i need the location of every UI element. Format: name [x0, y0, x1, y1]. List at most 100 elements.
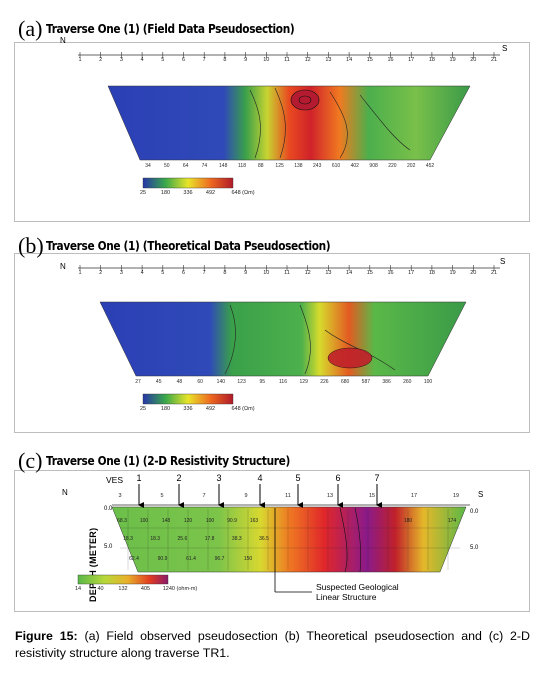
- cell-value: 100: [139, 518, 149, 524]
- cell-value: 18.3: [123, 536, 133, 542]
- bottom-value: 386: [382, 379, 391, 385]
- scale-label: 25: [139, 406, 147, 412]
- tick-label: 3: [119, 57, 123, 63]
- bottom-value: 118: [238, 163, 246, 169]
- bottom-value: 34: [145, 163, 151, 169]
- bottom-value: 680: [340, 379, 350, 385]
- panel-c-right-tick-5: 5.0: [470, 545, 479, 551]
- tick-label: 19: [449, 270, 456, 276]
- tick-label: 18: [428, 270, 435, 276]
- bottom-value: 260: [403, 379, 412, 385]
- bottom-value: 88: [258, 163, 264, 169]
- cell-value: 120: [183, 518, 193, 524]
- ves-number: 1: [136, 473, 142, 483]
- bottom-value: 125: [275, 163, 284, 169]
- tick-label: 3: [119, 270, 123, 276]
- panel-a-north: N: [60, 36, 66, 45]
- bottom-value: 95: [259, 379, 266, 385]
- tick-label: 13: [326, 493, 334, 499]
- tick-label: 19: [452, 493, 460, 499]
- scale-label: 132: [118, 586, 128, 592]
- cell-value: 18.3: [150, 536, 161, 542]
- tick-label: 12: [304, 270, 311, 276]
- tick-label: 9: [244, 493, 248, 499]
- panel-c-annotation: Suspected Geological Linear Structure: [316, 582, 399, 602]
- tick-label: 6: [181, 57, 186, 63]
- panel-a-letter: (a): [18, 16, 43, 41]
- scale-label: 336: [183, 190, 193, 196]
- ves-number: 2: [176, 473, 182, 483]
- tick-label: 12: [304, 57, 311, 63]
- panel-c-frame: [14, 470, 530, 612]
- panel-c-letter: (c): [18, 448, 43, 473]
- scale-label: 492: [205, 190, 216, 196]
- tick-label: 5: [161, 270, 165, 276]
- tick-label: 15: [366, 57, 373, 63]
- cell-value: 180: [403, 518, 413, 524]
- bottom-value: 402: [350, 163, 359, 169]
- bottom-value: 908: [369, 163, 378, 169]
- panel-b-title: Traverse One (1) (Theoretical Data Pseud…: [46, 239, 331, 253]
- bottom-value: 123: [237, 379, 246, 385]
- scale-label: 648 (Ωm): [231, 190, 255, 196]
- tick-label: 11: [284, 57, 290, 63]
- tick-label: 16: [387, 57, 394, 63]
- panel-c-ves-label: VES: [106, 475, 124, 485]
- bottom-value: 202: [407, 163, 416, 169]
- tick-label: 17: [410, 493, 418, 499]
- scale-label: 180: [160, 406, 171, 412]
- tick-label: 16: [387, 270, 394, 276]
- panel-b-section: [78, 265, 500, 405]
- cell-value: 68.3: [117, 518, 127, 524]
- scale-label: 25: [139, 190, 147, 196]
- tick-label: 18: [428, 57, 435, 63]
- cell-value: 62.4: [129, 556, 139, 562]
- bottom-value: 587: [361, 379, 371, 385]
- panel-c-depth-tick-5: 5.0: [104, 544, 113, 550]
- figure-caption: Figure 15: (a) Field observed pseudosect…: [15, 628, 530, 662]
- tick-label: 4: [140, 270, 144, 276]
- ves-number: 3: [216, 473, 222, 483]
- cell-value: 174: [447, 518, 457, 524]
- scale-label: 336: [183, 406, 193, 412]
- panel-c-north: N: [62, 488, 68, 497]
- cell-value: 38.3: [231, 536, 242, 542]
- tick-label: 19: [449, 57, 456, 63]
- bottom-value: 116: [279, 379, 287, 385]
- tick-label: 10: [263, 57, 270, 63]
- tick-label: 1: [78, 57, 82, 63]
- ves-number: 6: [335, 473, 341, 483]
- tick-label: 9: [244, 270, 248, 276]
- panel-b-north: N: [60, 262, 66, 271]
- panel-c-right-tick-0: 0.0: [470, 509, 479, 515]
- panel-c-section: [77, 484, 470, 593]
- tick-label: 21: [490, 270, 498, 276]
- tick-label: 11: [285, 493, 291, 499]
- bottom-value: 74: [201, 163, 208, 169]
- tick-label: 4: [140, 57, 144, 63]
- tick-label: 13: [325, 270, 332, 276]
- cell-value: 61.4: [186, 556, 196, 562]
- tick-label: 15: [366, 270, 373, 276]
- tick-label: 8: [223, 57, 227, 63]
- tick-label: 7: [202, 493, 206, 499]
- panel-b-frame: [14, 253, 530, 433]
- cell-value: 90.9: [227, 518, 237, 524]
- bottom-value: 610: [331, 163, 341, 169]
- panel-b-letter: (b): [18, 233, 44, 258]
- cell-value: 96.7: [214, 556, 225, 562]
- tick-label: 3: [118, 493, 122, 499]
- bottom-value: 27: [135, 379, 141, 385]
- bottom-value: 45: [155, 379, 162, 385]
- panel-c-title: Traverse One (1) (2-D Resistivity Struct…: [46, 454, 290, 468]
- ves-number: 7: [374, 473, 380, 483]
- bottom-value: 129: [299, 379, 308, 385]
- panel-b-south: S: [500, 257, 506, 266]
- scale-label: 14: [74, 586, 82, 592]
- panel-a-south: S: [502, 44, 508, 53]
- panel-c-south: S: [478, 490, 484, 499]
- bottom-value: 148: [219, 163, 228, 169]
- bottom-value: 100: [423, 379, 433, 385]
- tick-label: 14: [346, 270, 353, 276]
- panel-c-depth-tick-0: 0.0: [104, 506, 113, 512]
